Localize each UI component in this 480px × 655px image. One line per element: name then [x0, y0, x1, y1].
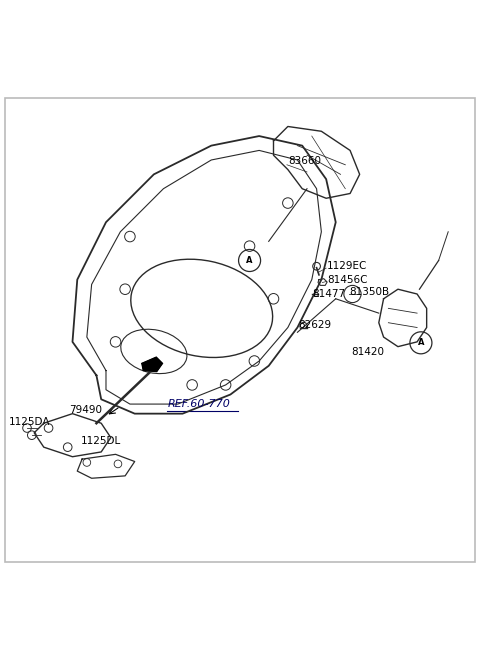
- Text: 83660: 83660: [288, 156, 321, 166]
- Text: 1125DA: 1125DA: [9, 417, 51, 427]
- Text: 81350B: 81350B: [349, 287, 389, 297]
- Polygon shape: [142, 357, 162, 371]
- Text: 79490: 79490: [69, 405, 102, 415]
- Text: 81456C: 81456C: [327, 274, 368, 285]
- Text: A: A: [418, 339, 424, 347]
- Text: 1129EC: 1129EC: [327, 261, 368, 271]
- Text: A: A: [246, 256, 253, 265]
- Text: 81477: 81477: [312, 289, 345, 299]
- Text: 81420: 81420: [351, 347, 384, 358]
- Text: 1125DL: 1125DL: [81, 436, 121, 447]
- Text: 82629: 82629: [299, 320, 332, 329]
- Text: REF.60-770: REF.60-770: [167, 399, 230, 409]
